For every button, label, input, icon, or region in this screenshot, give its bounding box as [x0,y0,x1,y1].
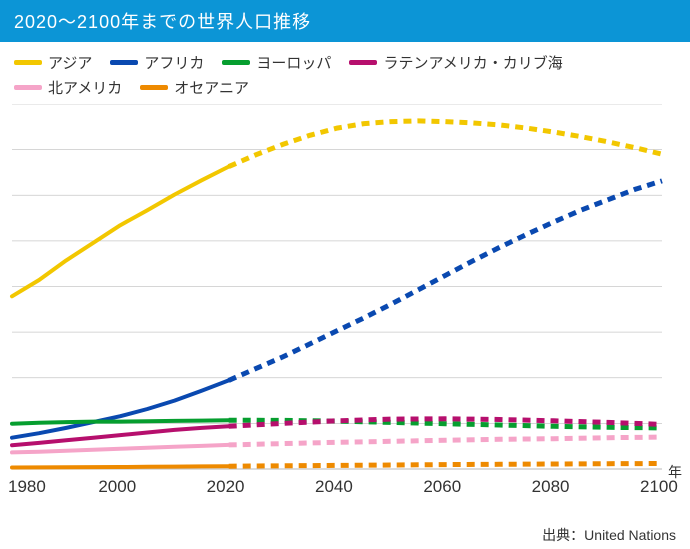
legend-label: アジア [48,52,92,73]
legend-swatch [140,85,168,90]
x-tick-label: 2060 [423,477,461,497]
line-chart [0,104,690,499]
legend-item: ラテンアメリカ・カリブ海 [349,52,562,73]
series-line-solid [12,466,229,467]
legend-swatch [14,85,42,90]
x-tick-label: 1980 [8,477,46,497]
legend-item: ヨーロッパ [222,52,331,73]
chart-area: 年 1980200020202040206020802100 [0,104,690,524]
legend-item: オセアニア [140,77,249,98]
x-tick-label: 2040 [315,477,353,497]
x-tick-label: 2080 [532,477,570,497]
x-tick-label: 2100 [640,477,678,497]
legend-label: オセアニア [174,77,249,98]
legend-item: 北アメリカ [14,77,122,98]
series-line-solid [12,445,229,453]
legend-label: アフリカ [144,52,204,73]
legend-item: アジア [14,52,92,73]
chart-title: 2020〜2100年までの世界人口推移 [0,0,690,42]
series-line-dashed [229,464,662,467]
legend-swatch [349,60,377,65]
x-tick-label: 2000 [98,477,136,497]
legend-label: ヨーロッパ [256,52,331,73]
legend: アジア アフリカ ヨーロッパ ラテンアメリカ・カリブ海北アメリカ オセアニア [0,42,690,104]
source-attribution: 出典：United Nations [542,525,676,545]
series-line-dashed [229,437,662,445]
x-tick-label: 2020 [207,477,245,497]
legend-label: 北アメリカ [48,77,122,98]
legend-label: ラテンアメリカ・カリブ海 [383,52,562,73]
legend-item: アフリカ [110,52,204,73]
legend-swatch [222,60,250,65]
legend-swatch [14,60,42,65]
series-line-solid [12,426,229,445]
series-line-solid [12,167,229,297]
legend-swatch [110,60,138,65]
series-line-dashed [229,121,662,167]
series-line-dashed [229,181,662,381]
